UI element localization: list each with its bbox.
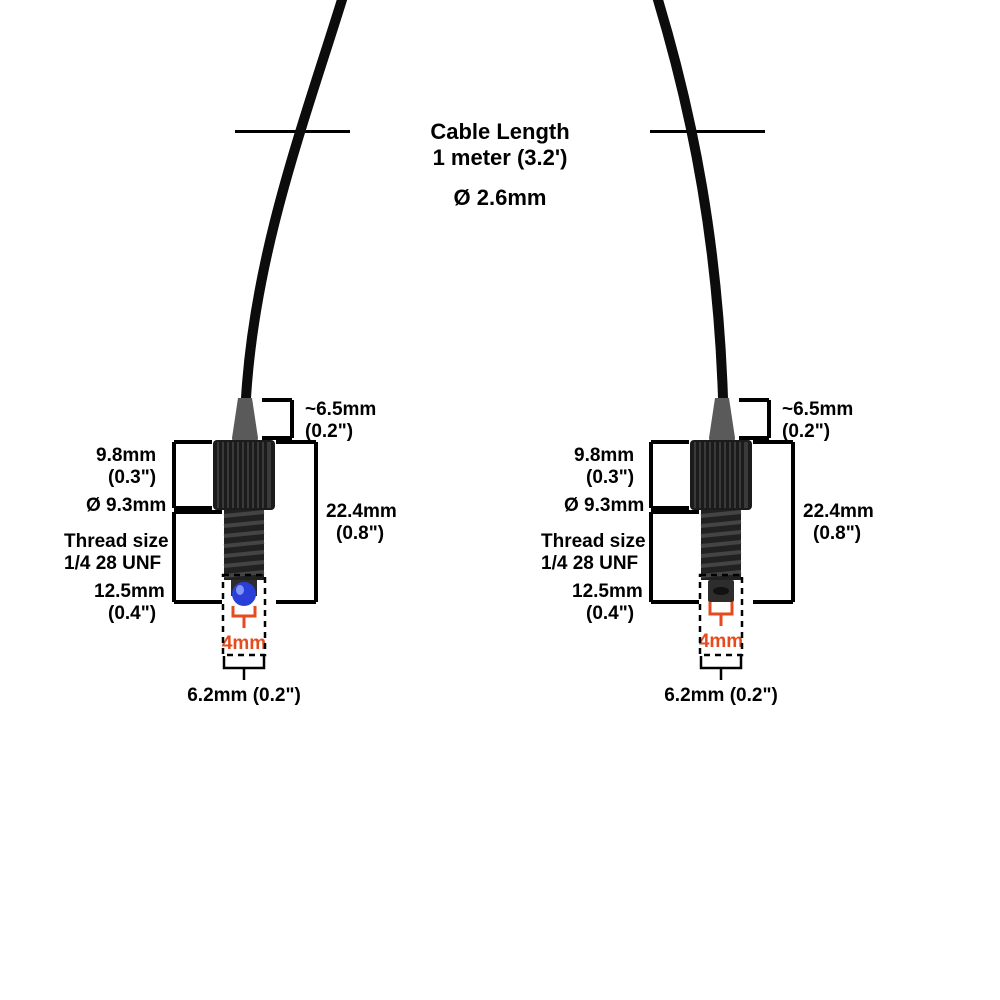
right-cable bbox=[0, 0, 1000, 420]
left-lbl-outer: 6.2mm (0.2") bbox=[187, 684, 301, 708]
left-lbl-knurl-dia: Ø 9.3mm bbox=[86, 494, 166, 518]
left-dim-outer bbox=[222, 574, 266, 684]
left-lbl-knurl-in: (0.3") bbox=[108, 466, 156, 490]
right-strain-relief bbox=[705, 398, 739, 442]
right-lbl-knurl-in: (0.3") bbox=[586, 466, 634, 490]
left-lbl-thread2: 1/4 28 UNF bbox=[64, 552, 161, 576]
right-lbl-thread-mm: 12.5mm bbox=[572, 580, 643, 604]
left-lbl-thread-mm: 12.5mm bbox=[94, 580, 165, 604]
right-dim-knurl bbox=[641, 440, 691, 512]
right-lbl-thread2: 1/4 28 UNF bbox=[541, 552, 638, 576]
right-lbl-outer: 6.2mm (0.2") bbox=[664, 684, 778, 708]
right-dim-outer bbox=[699, 574, 743, 684]
right-knurl bbox=[690, 440, 752, 512]
left-knurl bbox=[213, 440, 275, 512]
right-lbl-knurl-dia: Ø 9.3mm bbox=[564, 494, 644, 518]
left-dim-thread bbox=[164, 510, 224, 606]
left-lbl-thread-in: (0.4") bbox=[108, 602, 156, 626]
right-thread bbox=[701, 510, 741, 584]
left-dim-knurl bbox=[164, 440, 214, 512]
diagram-canvas: Cable Length 1 meter (3.2') Ø 2.6mm bbox=[0, 0, 1000, 1000]
right-lbl-strain-mm: ~6.5mm bbox=[782, 398, 853, 422]
left-lbl-thread1: Thread size bbox=[64, 530, 169, 554]
right-lbl-knurl-mm: 9.8mm bbox=[574, 444, 634, 468]
right-lbl-thread-in: (0.4") bbox=[586, 602, 634, 626]
right-lbl-overall-mm: 22.4mm bbox=[803, 500, 874, 524]
left-lbl-overall-in: (0.8") bbox=[336, 522, 384, 546]
right-lbl-thread1: Thread size bbox=[541, 530, 646, 554]
right-lbl-overall-in: (0.8") bbox=[813, 522, 861, 546]
left-lbl-overall-mm: 22.4mm bbox=[326, 500, 397, 524]
left-thread bbox=[224, 510, 264, 584]
right-dim-thread bbox=[641, 510, 701, 606]
left-lbl-knurl-mm: 9.8mm bbox=[96, 444, 156, 468]
